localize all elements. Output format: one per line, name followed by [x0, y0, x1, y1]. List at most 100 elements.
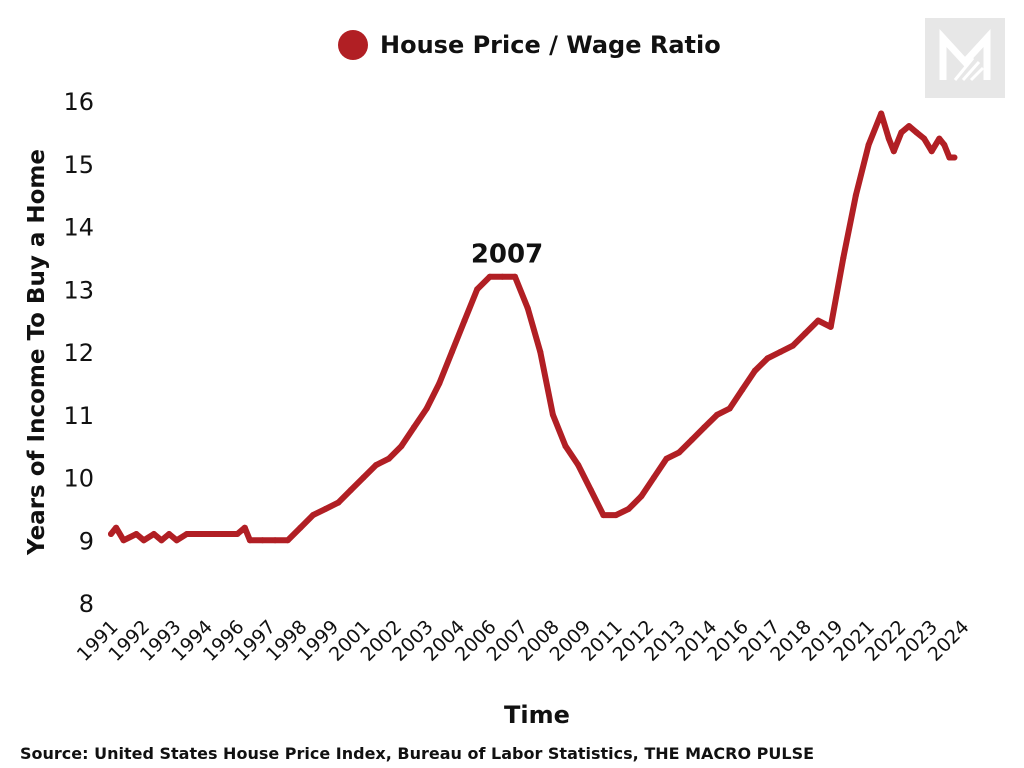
data-point — [158, 537, 165, 544]
data-point — [322, 505, 329, 512]
data-point — [650, 474, 657, 481]
data-point — [575, 462, 582, 468]
macro-pulse-logo-icon — [925, 18, 1005, 98]
data-point — [913, 129, 920, 136]
annotation-layer: 2007 — [471, 240, 543, 270]
x-axis-label: Time — [504, 701, 570, 729]
data-point — [951, 154, 958, 161]
data-point — [335, 499, 342, 506]
y-tick-label: 15 — [63, 151, 94, 179]
legend-label: House Price / Wage Ratio — [380, 31, 721, 59]
annotation-label: 2007 — [471, 240, 543, 270]
data-point — [827, 323, 834, 330]
data-point — [946, 154, 953, 161]
data-point — [878, 110, 885, 117]
data-point — [297, 524, 304, 531]
data-point — [777, 349, 784, 355]
y-tick-label: 16 — [63, 88, 94, 116]
y-tick-label: 10 — [63, 465, 94, 493]
data-point — [714, 411, 721, 418]
data-point — [246, 537, 253, 544]
data-point — [898, 129, 905, 136]
data-point — [638, 493, 645, 500]
data-point — [108, 531, 114, 537]
y-tick-label: 12 — [63, 339, 94, 367]
y-tick-label: 8 — [79, 590, 94, 618]
data-point — [726, 405, 733, 412]
y-axis-label: Years of Income To Buy a Home — [24, 149, 50, 556]
y-tick-label: 11 — [63, 402, 94, 430]
data-point — [587, 487, 594, 493]
source-note: Source: United States House Price Index,… — [20, 744, 815, 763]
data-point — [398, 443, 405, 450]
data-point — [524, 305, 531, 312]
data-point — [625, 505, 632, 512]
data-point — [133, 531, 140, 537]
data-point — [890, 148, 897, 155]
data-point — [815, 317, 822, 324]
data-point — [600, 512, 607, 519]
y-tick-label: 14 — [63, 214, 94, 242]
data-point — [613, 512, 619, 519]
data-point — [373, 462, 380, 468]
data-point — [196, 531, 203, 537]
y-axis: 8 9 10 11 12 13 14 15 16 — [63, 88, 94, 618]
data-point — [423, 405, 430, 412]
legend-marker — [338, 30, 368, 60]
data-point — [663, 455, 670, 462]
data-point — [941, 141, 948, 148]
data-point — [284, 537, 291, 544]
data-point — [221, 531, 228, 537]
data-point — [436, 380, 443, 387]
data-point — [150, 531, 157, 537]
data-point — [906, 123, 912, 130]
data-point — [209, 531, 215, 537]
data-point — [140, 537, 147, 544]
x-axis: 1991199219931994199619971998199920012002… — [73, 616, 974, 666]
data-point — [802, 330, 809, 337]
data-point — [347, 487, 354, 493]
data-point — [549, 411, 556, 418]
data-point — [928, 148, 935, 155]
data-point — [885, 135, 892, 142]
data-point — [537, 349, 544, 355]
data-point — [474, 286, 481, 293]
data-point — [486, 273, 493, 280]
data-point — [562, 443, 569, 450]
data-point — [751, 367, 758, 374]
data-point — [448, 349, 455, 355]
data-point — [360, 474, 367, 481]
data-point — [173, 537, 180, 544]
data-point — [676, 449, 683, 456]
data-point — [234, 531, 241, 537]
data-point — [310, 512, 316, 519]
data-point — [120, 537, 127, 544]
data-point — [512, 273, 518, 280]
data-point — [840, 254, 847, 261]
m-logo-icon — [939, 29, 991, 82]
y-tick-label: 9 — [79, 527, 94, 555]
data-point — [272, 537, 279, 544]
data-point — [936, 135, 943, 142]
data-point — [183, 531, 190, 537]
y-tick-label: 13 — [63, 276, 94, 304]
data-point — [461, 317, 468, 324]
data-point — [113, 524, 120, 531]
series-layer — [108, 110, 958, 544]
data-point — [385, 455, 392, 462]
chart-legend: House Price / Wage Ratio — [338, 30, 721, 60]
data-point — [688, 436, 695, 443]
data-point — [852, 192, 859, 199]
data-point — [259, 537, 266, 544]
data-point — [411, 424, 417, 431]
data-point — [789, 342, 796, 349]
data-point — [701, 424, 708, 431]
data-point — [764, 355, 771, 362]
data-point — [166, 531, 173, 537]
data-point — [499, 273, 506, 280]
data-point — [739, 386, 746, 393]
data-point — [241, 524, 248, 531]
data-point — [865, 141, 872, 148]
